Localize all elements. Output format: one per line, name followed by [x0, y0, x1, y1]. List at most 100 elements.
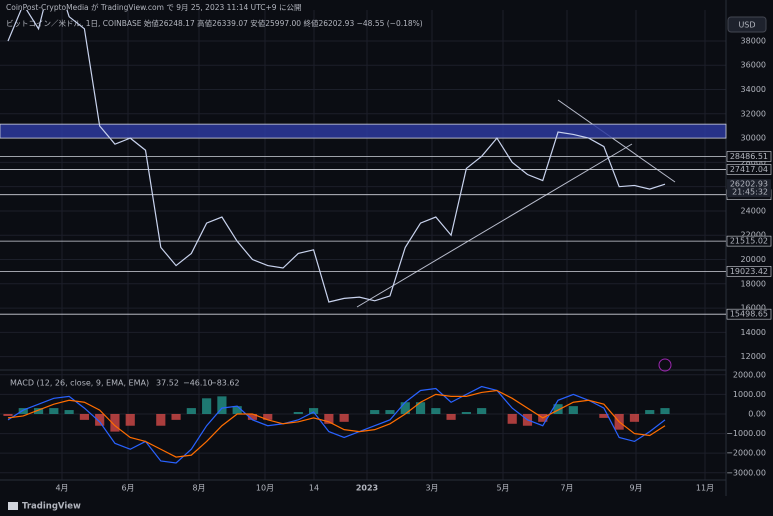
time-label: 8月 — [192, 484, 205, 493]
macd-readout: −83.62 — [210, 379, 240, 388]
histogram-bar — [18, 408, 28, 414]
level-label: 15498.65 — [730, 310, 768, 319]
histogram-bar — [125, 413, 135, 426]
level-tag — [726, 164, 772, 175]
currency[interactable]: USD — [738, 21, 755, 30]
macd-tick-label: 0.00 — [748, 409, 766, 418]
grid — [0, 10, 726, 480]
histogram-bar — [247, 413, 258, 420]
histogram-bar — [3, 413, 13, 416]
histogram-bar — [599, 413, 609, 418]
histogram-bar — [217, 396, 227, 414]
histogram-bar — [263, 413, 273, 420]
time-label: 6月 — [121, 484, 134, 493]
price-tick-label: 16000 — [741, 304, 766, 313]
time-label: 5月 — [496, 484, 509, 493]
histogram-bar — [370, 410, 380, 414]
price-scale — [726, 0, 773, 496]
price-tick-label: 24000 — [741, 206, 766, 215]
histogram-bar — [507, 413, 517, 424]
histogram-bar — [660, 408, 670, 414]
histogram-bar — [202, 398, 212, 414]
macd-tick-label: −1000.00 — [726, 429, 766, 438]
price-tick-label: 14000 — [741, 328, 766, 337]
level-label: 28486.51 — [730, 152, 768, 161]
time-label: 11月 — [696, 484, 714, 493]
price-tick-label: 32000 — [741, 109, 766, 118]
histogram-bar — [568, 406, 578, 414]
price-tick-label: 12000 — [741, 352, 766, 361]
histogram-bar — [553, 404, 563, 414]
histogram-bar — [293, 412, 303, 414]
currency-button[interactable] — [727, 16, 767, 33]
macd-tick-label: 2000.00 — [733, 370, 766, 379]
price-line — [7, 10, 666, 303]
macd-tick-label: −2000.00 — [726, 449, 766, 458]
price-tick-label: 38000 — [741, 36, 766, 45]
trend-line — [557, 99, 676, 183]
alert-icon[interactable] — [658, 358, 672, 372]
published-by: CoinPost-CryptoMedia が TradingView.com で… — [6, 2, 301, 12]
price-tick-label: 34000 — [741, 85, 766, 94]
time-label: 4月 — [55, 484, 68, 493]
histogram-bar — [95, 413, 105, 426]
level-label: 19023.42 — [730, 267, 768, 276]
brand-logo — [8, 502, 18, 510]
histogram-bar — [431, 408, 441, 414]
histogram-bar — [324, 413, 334, 424]
trend-line — [356, 143, 633, 308]
price-tick-label: 36000 — [741, 61, 766, 70]
histogram-bar — [110, 413, 120, 432]
price-tick-label: 18000 — [741, 279, 766, 288]
last-price: 26202.93 — [730, 180, 768, 189]
time-label: 2023 — [356, 484, 378, 493]
histogram-bar — [156, 413, 166, 426]
histogram-bar — [308, 408, 319, 414]
time-label: 7月 — [560, 484, 573, 493]
level-tag — [726, 266, 772, 277]
macd-line — [7, 389, 666, 458]
time-label: 9月 — [629, 484, 642, 493]
histogram-bar — [477, 408, 487, 414]
level-tag — [726, 308, 772, 320]
histogram-bar — [400, 402, 410, 414]
histogram-bar — [79, 413, 89, 420]
brand: TradingView — [22, 502, 81, 512]
histogram-bar — [33, 408, 44, 414]
histogram-bar — [232, 406, 242, 414]
price-tick-label: 22000 — [741, 231, 766, 240]
macd-readout: 37.52 — [156, 379, 179, 388]
histogram-bar — [385, 410, 395, 414]
time-label: 14 — [309, 484, 319, 493]
macd-line — [7, 385, 666, 464]
level-tag — [726, 235, 772, 247]
macd-readout: −46.10 — [183, 379, 213, 388]
macd-tick-label: −3000.00 — [726, 468, 766, 477]
price-tick-label: 30000 — [741, 134, 766, 143]
macd-tick-label: 1000.00 — [733, 390, 766, 399]
last-price-tag — [727, 179, 771, 198]
histogram-bar — [171, 413, 181, 420]
macd-title: MACD (12, 26, close, 9, EMA, EMA) — [10, 379, 149, 388]
symbol-info: ビットコイン／米ドル, 1日, COINBASE 始値26248.17 高値26… — [6, 18, 423, 28]
histogram-bar — [186, 408, 196, 414]
histogram-bar — [415, 402, 426, 414]
price-tick-label: 20000 — [741, 255, 766, 264]
histogram-bar — [645, 410, 655, 414]
level-tag — [726, 151, 772, 162]
histogram-bar — [49, 408, 59, 414]
histogram-bar — [461, 412, 471, 414]
level-label: 27417.04 — [730, 165, 768, 174]
level-label: 21515.02 — [730, 237, 768, 246]
countdown: 21:45:32 — [732, 188, 768, 197]
time-label: 3月 — [425, 484, 438, 493]
histogram-bar — [339, 413, 349, 422]
histogram-bar — [64, 410, 74, 414]
footer — [0, 496, 773, 516]
histogram-bar — [446, 413, 456, 420]
resistance-zone — [0, 123, 727, 139]
histogram-bar — [629, 413, 640, 422]
price-tick-label: 28000 — [741, 158, 766, 167]
